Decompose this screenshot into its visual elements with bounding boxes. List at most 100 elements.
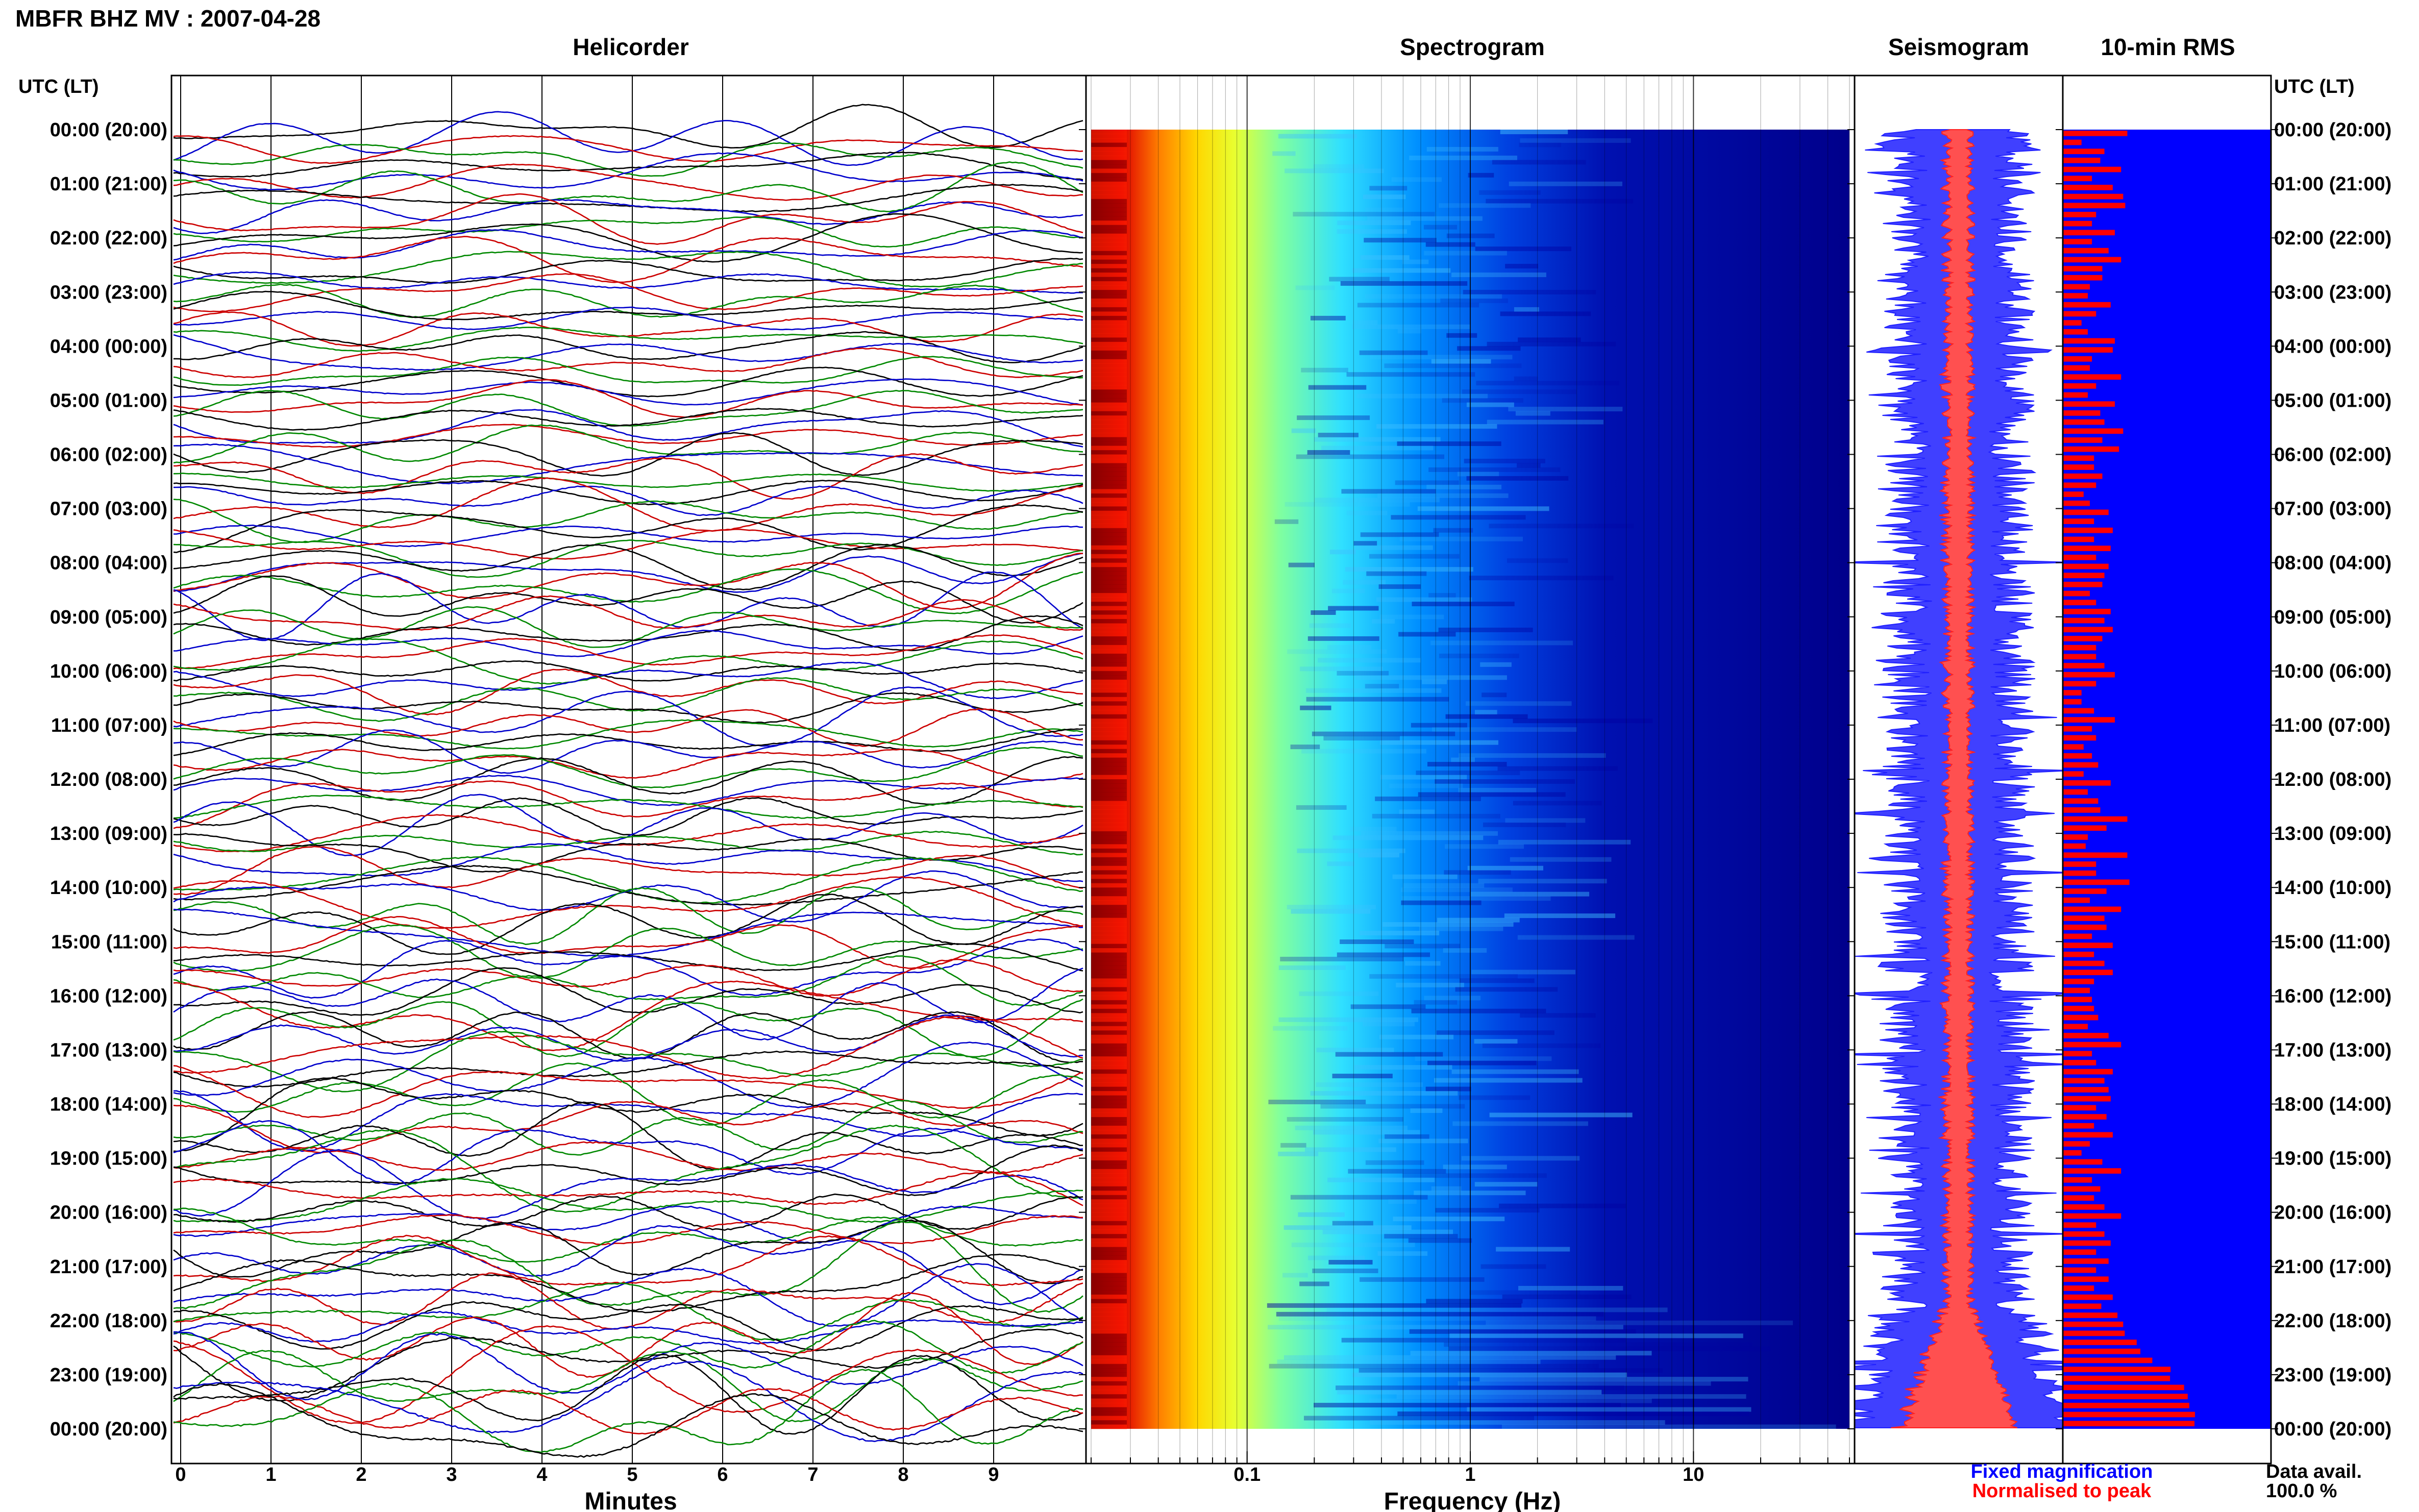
spectrogram-row-lowfreq [1091, 1243, 1127, 1248]
spectrogram-row-lowfreq [1091, 346, 1127, 351]
spectrogram-row-streak [1388, 1199, 1417, 1204]
rms-bar [2063, 1014, 2099, 1021]
helicorder-trace [173, 1149, 1083, 1220]
spectrogram-row-streak [1431, 727, 1577, 732]
spectrogram-row-streak [1318, 433, 1359, 438]
spectrogram-row-streak [1365, 294, 1502, 299]
helicorder-trace [173, 111, 1083, 166]
spectrogram-row-streak [1501, 1424, 1836, 1429]
rms-bar [2063, 500, 2090, 506]
spectrogram-row-lowfreq [1091, 367, 1127, 373]
rms-bar [2063, 1006, 2094, 1011]
spectrogram-row-lowfreq [1091, 164, 1127, 169]
time-tick-label-left: 02:00 (22:00) [50, 228, 167, 249]
legend-fixed-magnification: Fixed magnification [1971, 1461, 2153, 1482]
spectrogram-row-lowfreq [1091, 766, 1127, 771]
spectrogram-row-streak [1442, 398, 1523, 403]
spectrogram-row-lowfreq [1091, 498, 1127, 503]
rms-bar [2063, 563, 2109, 569]
time-tick-label-left: 13:00 (09:00) [50, 823, 167, 845]
helicorder-trace [173, 480, 1083, 506]
spectrogram-row-streak [1280, 956, 1404, 961]
spectrogram-row-streak [1480, 662, 1512, 667]
rms-bar [2063, 419, 2105, 425]
spectrogram-row-streak [1378, 1138, 1468, 1144]
spectrogram-row-streak [1464, 458, 1545, 463]
helicorder-trace [173, 1100, 1083, 1156]
rms-bar [2063, 239, 2092, 244]
helicorder-trace [173, 1062, 1083, 1126]
time-tick-label-left: 22:00 (18:00) [50, 1310, 167, 1332]
time-tick-label-left: 21:00 (17:00) [50, 1256, 167, 1278]
spectrogram-row-streak [1306, 697, 1449, 702]
spectrogram-row-lowfreq [1091, 502, 1127, 507]
spectrogram-row-lowfreq [1091, 359, 1127, 364]
spectrogram-row-streak [1396, 1394, 1746, 1399]
helicorder-trace [173, 142, 1083, 177]
helicorder-trace [173, 1042, 1083, 1108]
time-tick-label-left: 12:00 (08:00) [50, 769, 167, 790]
rms-bars [2063, 131, 2195, 1426]
spectrogram-row-streak [1492, 160, 1586, 165]
spectrogram-row-lowfreq [1091, 407, 1127, 412]
spectrogram-row-streak [1418, 792, 1566, 797]
spectrogram-row-lowfreq [1091, 723, 1127, 728]
helicorder-trace [173, 290, 1083, 320]
time-tick-label-right: 09:00 (05:00) [2274, 607, 2391, 628]
rms-bar [2063, 158, 2101, 163]
spectrogram-row-streak [1457, 346, 1521, 351]
spectrogram-row-streak [1517, 463, 1541, 468]
spectrogram-row-lowfreq [1091, 1173, 1127, 1178]
spectrogram-row-lowfreq [1091, 1195, 1127, 1200]
rms-bar [2063, 546, 2111, 551]
seismogram-title: Seismogram [1888, 34, 2029, 60]
spectrogram-row-streak [1422, 679, 1447, 684]
spectrogram-row-streak [1346, 510, 1388, 515]
spectrogram-row-lowfreq [1091, 1203, 1127, 1208]
data-avail-value: 100.0 % [2266, 1480, 2337, 1502]
spectrogram-row-streak [1482, 692, 1507, 698]
spectrogram-row-streak [1352, 320, 1378, 325]
rms-bar [2063, 1042, 2121, 1048]
helicorder-x-label: Minutes [584, 1488, 677, 1512]
spectrogram-row-streak [1439, 203, 1531, 208]
spectrogram-row-lowfreq [1091, 861, 1127, 866]
spectrogram-row-lowfreq [1091, 701, 1127, 706]
spectrogram-row-streak [1313, 164, 1365, 169]
spectrogram-row-lowfreq [1091, 493, 1127, 498]
rms-bar [2063, 1051, 2092, 1057]
spectrogram-row-streak [1397, 1411, 1749, 1417]
rms-bar [2063, 1421, 2195, 1426]
spectrogram-row-streak [1474, 1182, 1538, 1187]
spectrogram-row-lowfreq [1091, 844, 1127, 849]
time-tick-label-right: 11:00 (07:00) [2274, 715, 2390, 736]
spectrogram-row-lowfreq [1091, 580, 1127, 585]
helicorder-trace [173, 1360, 1083, 1443]
spectrogram-row-streak [1435, 1208, 1540, 1213]
spectrogram-row-streak [1269, 1364, 1599, 1369]
spectrogram-row-lowfreq [1091, 229, 1127, 234]
spectrogram-row-streak [1487, 341, 1616, 346]
spectrogram-row-streak [1316, 1082, 1423, 1087]
rms-bar [2063, 717, 2115, 723]
spectrogram-row-lowfreq [1091, 905, 1127, 910]
spectrogram-row-lowfreq [1091, 965, 1127, 970]
time-tick-label-left: 23:00 (19:00) [50, 1365, 167, 1386]
spectrogram-row-streak [1310, 1091, 1458, 1096]
spectrogram-row-streak [1444, 1342, 1753, 1347]
spectrogram-row-lowfreq [1091, 1221, 1127, 1226]
spectrogram-row-lowfreq [1091, 1039, 1127, 1044]
rms-background [2063, 130, 2271, 1429]
rms-bar [2063, 933, 2092, 939]
spectrogram-row-streak [1372, 618, 1395, 624]
spectrogram-frequency-gridlines [1091, 76, 1850, 1464]
spectrogram-row-lowfreq [1091, 649, 1127, 654]
spectrogram-row-streak [1336, 1385, 1624, 1391]
spectrogram-row-streak [1268, 1100, 1366, 1104]
helicorder-trace [173, 327, 1083, 352]
spectrogram-row-lowfreq [1091, 1052, 1127, 1057]
spectrogram-row-lowfreq [1091, 891, 1127, 897]
rms-bar [2063, 1303, 2102, 1309]
spectrogram-row-streak [1364, 238, 1437, 243]
spectrogram-row-streak [1352, 324, 1471, 329]
